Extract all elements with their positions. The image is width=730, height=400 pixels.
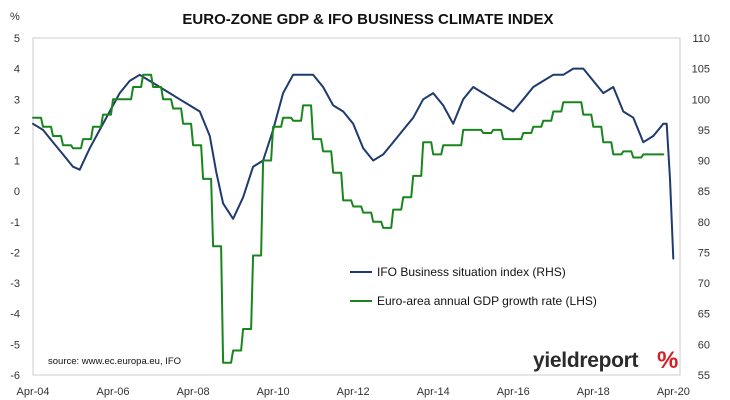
right-tick-label: 95	[698, 125, 710, 137]
left-tick-label: -4	[10, 309, 20, 321]
left-tick-label: -1	[10, 217, 20, 229]
left-tick-label: 3	[14, 94, 20, 106]
series-layer	[32, 67, 675, 364]
right-tick-label: 100	[692, 94, 710, 106]
left-tick-label: -2	[10, 247, 20, 259]
source-note: source: www.ec.europa.eu, IFO	[48, 356, 181, 367]
logo-percent-icon: %	[657, 347, 678, 374]
x-tick-label: Apr-12	[337, 386, 370, 398]
right-tick-label: 65	[698, 309, 710, 321]
x-tick-label: Apr-16	[497, 386, 530, 398]
x-tick-label: Apr-18	[577, 386, 610, 398]
left-tick-label: -6	[10, 370, 20, 382]
ifo-series-line	[32, 67, 675, 260]
right-tick-label: 70	[698, 278, 710, 290]
x-tick-label: Apr-08	[177, 386, 210, 398]
left-axis: 5 4 3 2 1 0 -1 -2 -3 -4 -5 -6	[10, 33, 20, 382]
left-tick-label: 4	[14, 64, 20, 76]
left-tick-label: 0	[14, 186, 20, 198]
legend-label-ifo: IFO Business situation index (RHS)	[377, 265, 566, 279]
left-tick-label: -3	[10, 278, 20, 290]
gdp-series-line	[32, 73, 665, 364]
logo: yieldreport %	[533, 347, 678, 374]
x-tick-label: Apr-14	[417, 386, 450, 398]
x-tick-label: Apr-20	[657, 386, 690, 398]
legend-label-gdp: Euro-area annual GDP growth rate (LHS)	[377, 294, 597, 308]
chart-title: EURO-ZONE GDP & IFO BUSINESS CLIMATE IND…	[182, 11, 553, 28]
plot-area	[32, 37, 681, 376]
x-axis: Apr-04 Apr-06 Apr-08 Apr-10 Apr-12 Apr-14 Apr-…	[16, 386, 689, 398]
right-tick-label: 80	[698, 217, 710, 229]
logo-wordmark: yieldreport	[533, 349, 639, 372]
x-tick-label: Apr-10	[257, 386, 290, 398]
right-tick-label: 110	[692, 33, 710, 45]
left-tick-label: -5	[10, 339, 20, 351]
right-tick-label: 90	[698, 156, 710, 168]
right-tick-label: 60	[698, 339, 710, 351]
left-tick-label: 2	[14, 125, 20, 137]
left-axis-unit: %	[10, 11, 20, 23]
right-axis: 110 105 100 95 90 85 80 75 70 65 60 55	[692, 33, 710, 382]
right-tick-label: 55	[698, 370, 710, 382]
right-tick-label: 105	[692, 64, 710, 76]
right-tick-label: 85	[698, 186, 710, 198]
x-tick-label: Apr-06	[97, 386, 130, 398]
legend: IFO Business situation index (RHS) Euro-…	[350, 265, 597, 308]
left-tick-label: 1	[14, 156, 20, 168]
left-tick-label: 5	[14, 33, 20, 45]
x-tick-label: Apr-04	[16, 386, 49, 398]
right-tick-label: 75	[698, 247, 710, 259]
